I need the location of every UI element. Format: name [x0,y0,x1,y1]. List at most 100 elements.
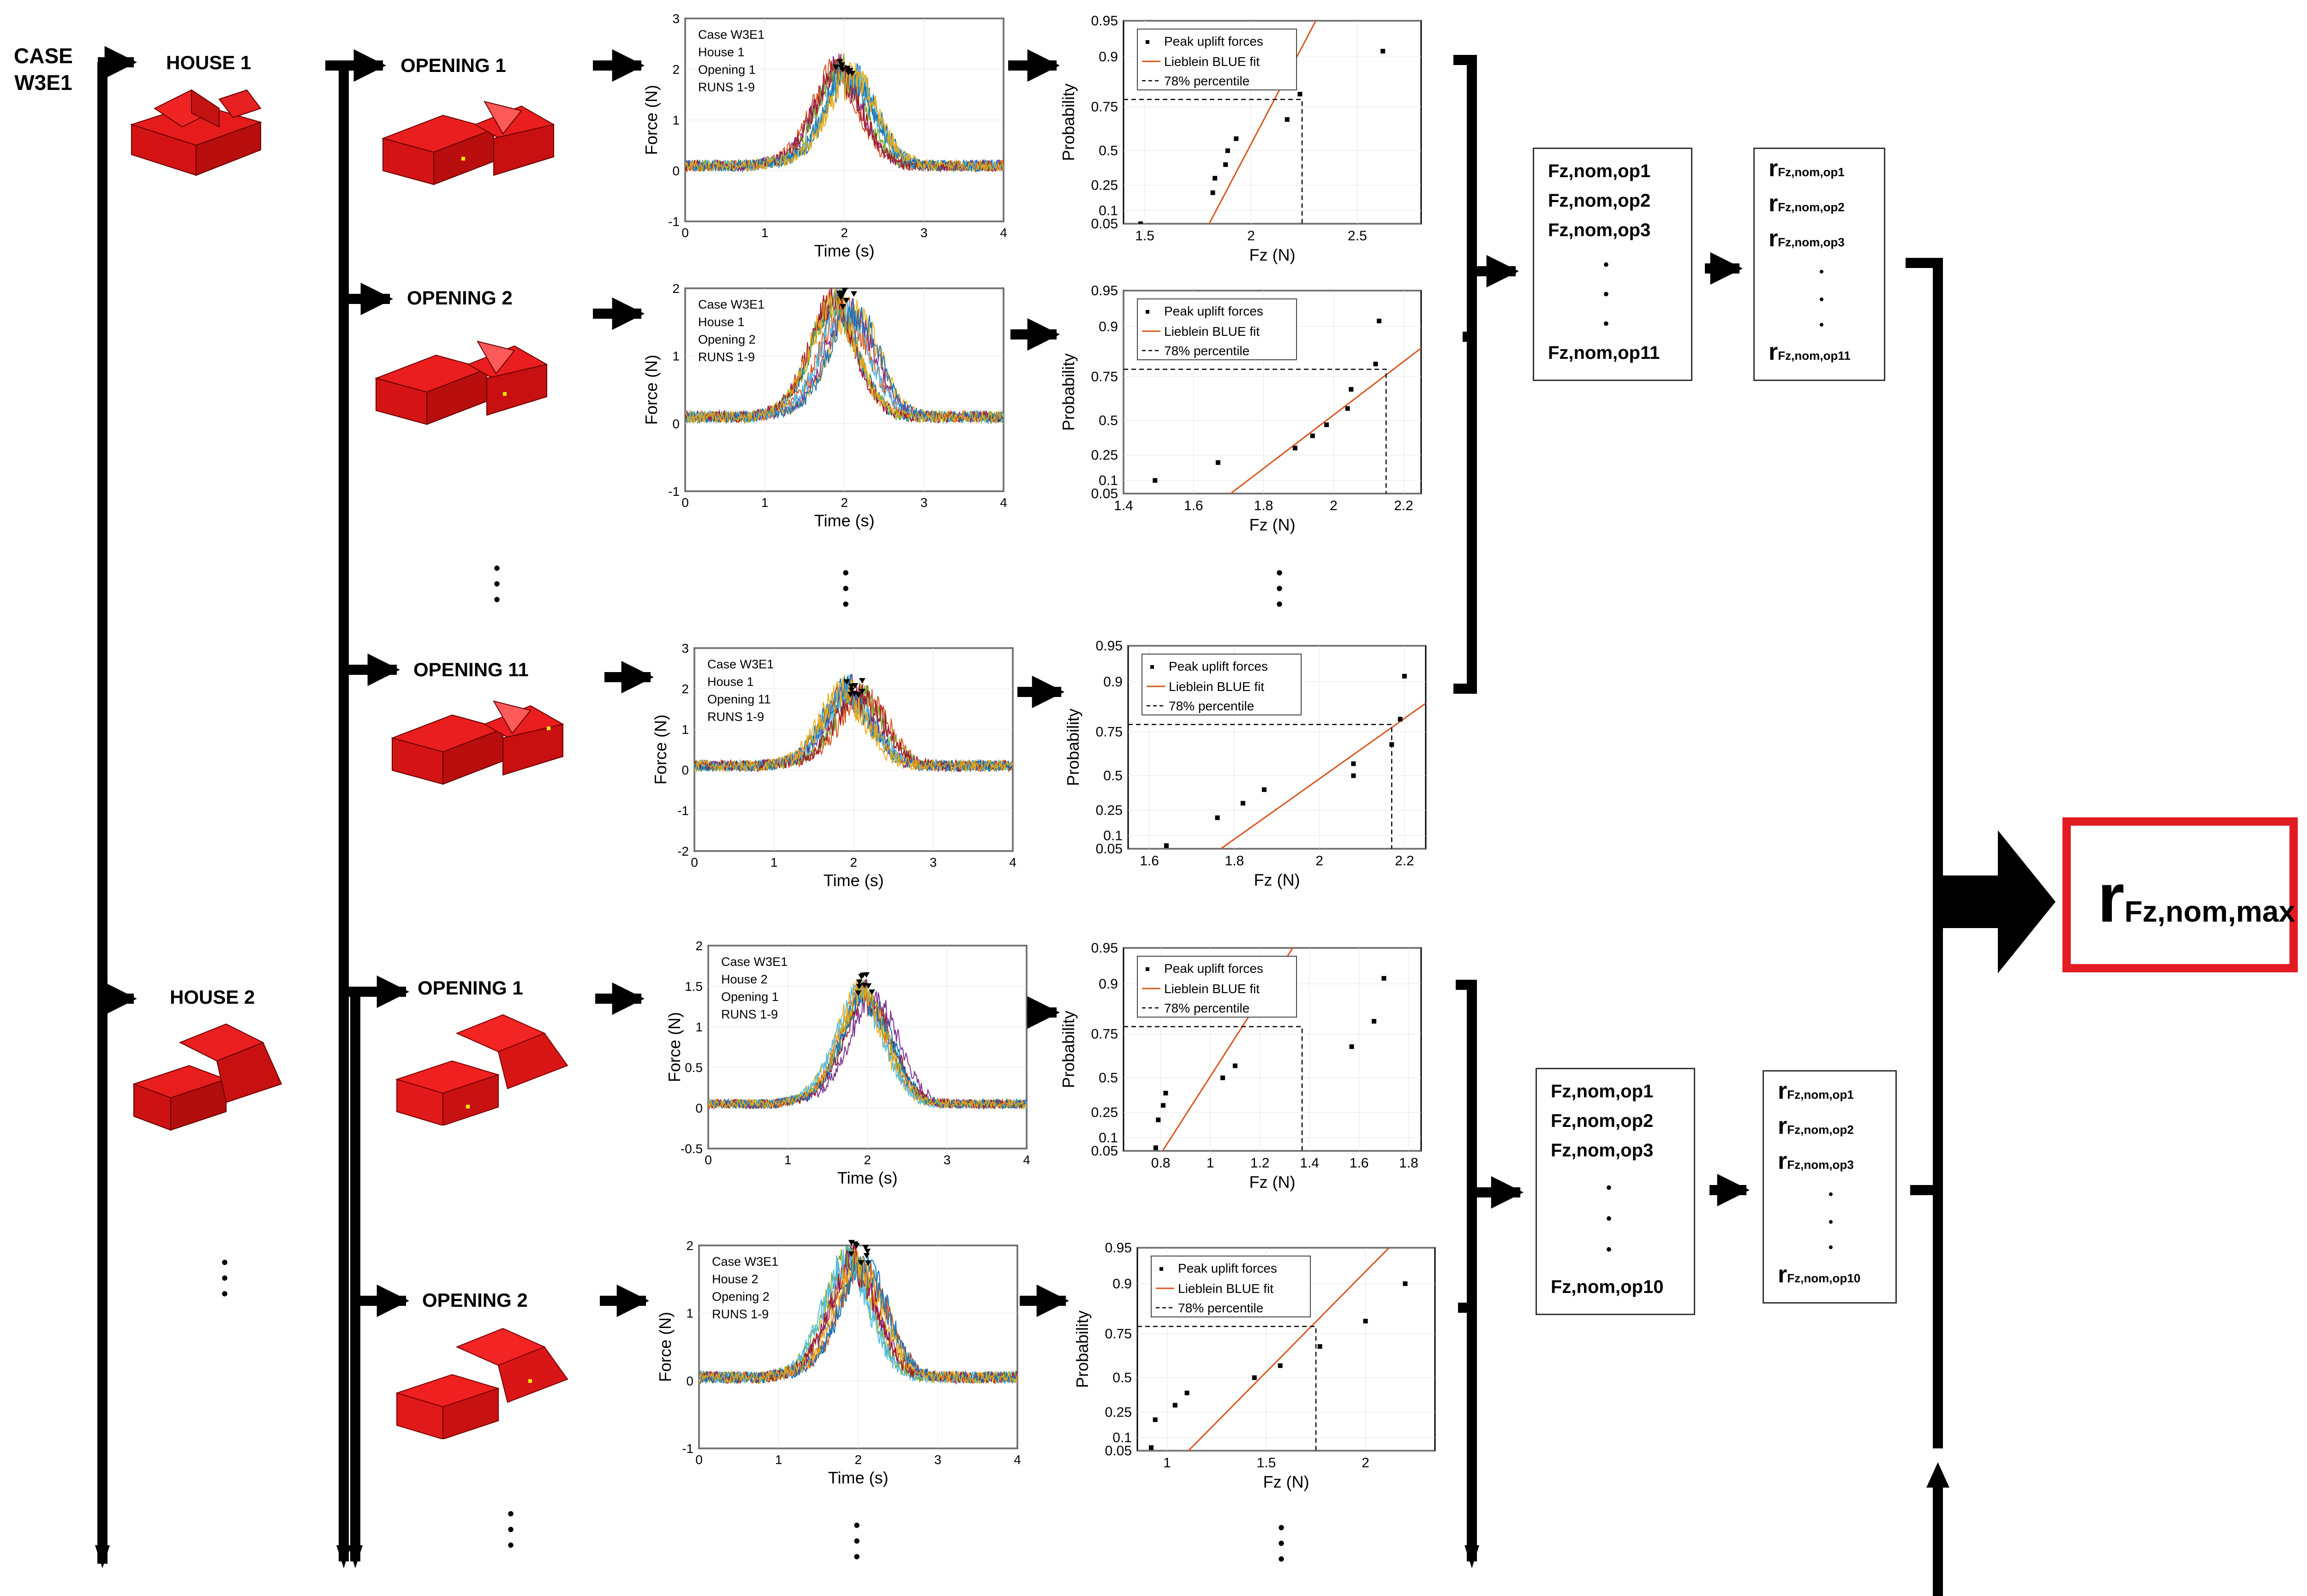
plot-caption: Case W3E1 House 2 Opening 2 RUNS 1-9 [712,1255,778,1321]
house-model-icon [395,1014,568,1126]
x-tick-label: 0 [681,495,689,510]
x-tick-label: 1.8 [1399,1155,1418,1171]
peak-force-point [1161,1103,1165,1108]
y-tick-label: 0.75 [1096,725,1123,740]
legend: Peak uplift forces Lieblein BLUE fit 78% p… [1137,956,1297,1018]
x-tick-label: 2 [1247,228,1255,244]
y-tick-label: 0 [672,164,680,178]
peak-force-point [1149,1445,1154,1450]
ellipsis-dot: • [1829,1240,1833,1254]
x-tick-label: 1 [1207,1155,1214,1171]
y-tick-label: 0.1 [1112,1430,1132,1446]
x-axis-label: Fz (N) [1249,1173,1296,1191]
peak-marker [864,1249,871,1255]
peak-force-point [1220,1075,1225,1080]
plot-caption: Case W3E1 House 1 Opening 11 RUNS 1-9 [707,657,774,724]
plot-caption: Case W3E1 House 1 Opening 1 RUNS 1-9 [698,28,765,94]
y-tick-label: 1.5 [685,979,703,994]
legend: Peak uplift forces Lieblein BLUE fit 78% p… [1137,29,1297,90]
y-tick-label: 0.05 [1091,1143,1118,1159]
legend-frame [1137,956,1297,1018]
peak-force-point [1402,673,1407,679]
y-tick-label: -1 [668,214,680,229]
y-tick-label: 0 [695,1101,703,1115]
blue-fit-line [1187,1248,1390,1451]
opening-label: OPENING 2 [407,287,513,309]
result-box: rFz,nom,max [2062,817,2298,972]
peak-force-point [1278,1363,1283,1368]
series-group [1124,318,1421,494]
y-tick-label: 0.05 [1091,216,1118,232]
x-axis-label: Time (s) [828,1468,889,1487]
y-tick-label: 0.5 [1099,143,1118,159]
peak-marker [855,692,862,698]
y-tick-label: 0.05 [1096,841,1123,857]
peak-marker [847,691,854,697]
caption-line: RUNS 1-9 [712,1307,769,1321]
y-tick-label: 1 [672,349,680,363]
probability-chart: 0.8 1 1.2 1.4 1.6 1.8 0.050.1 0.25 0.5 0.75 0.9 0.9… [1059,941,1422,1191]
legend-entry: 78% percentile [1178,1301,1263,1315]
peak-marker [848,687,855,693]
x-axis-label: Fz (N) [1263,1472,1309,1491]
legend: Peak uplift forces Lieblein BLUE fit 78% p… [1137,298,1297,360]
ellipsis-dot: • [1829,1215,1833,1229]
result-label: rFz,nom,max [2098,859,2295,936]
blue-fit-line [1219,703,1426,849]
house-model-icon [132,1023,282,1131]
x-tick-label: 1.4 [1300,1155,1319,1171]
y-tick-label: 0.5 [1112,1370,1132,1386]
peak-force-point [1215,460,1220,465]
y-tick-label: 0.75 [1091,369,1118,385]
legend: Peak uplift forces Lieblein BLUE fit 78% p… [1151,1256,1311,1317]
opening-label: OPENING 1 [418,977,523,999]
fz-item: Fz,nom,op10 [1551,1277,1664,1297]
legend-entry: Peak uplift forces [1164,304,1263,318]
x-tick-label: 4 [1000,226,1007,240]
x-tick-label: 1.8 [1254,498,1273,513]
top-bracket [1453,55,1477,694]
y-tick-label: 0.25 [1091,178,1118,193]
caption-line: Case W3E1 [698,298,765,311]
house-model-icon [390,700,564,785]
peak-force-point [1252,1375,1257,1380]
peak-force-point [1310,433,1315,438]
x-tick-label: 3 [920,226,928,240]
peak-force-point [1138,221,1143,224]
ellipsis-dots: • • • [493,558,500,610]
peak-marker [848,1251,855,1257]
r-item: rFz,nom,op3 [1778,1148,1854,1174]
caption-line: Case W3E1 [698,28,765,42]
run-series-line [708,980,1027,1110]
probability-chart: 1.4 1.6 1.8 2 2.2 0.050.1 0.25 0.5 0.75 0.9 0.95 Pe… [1059,283,1422,534]
peak-marker [838,62,845,68]
ellipsis-dot: • [1606,1210,1612,1227]
plot-caption: Case W3E1 House 1 Opening 2 RUNS 1-9 [698,298,765,364]
y-tick-label: 0.25 [1091,448,1118,463]
y-tick-label: 0.5 [1103,768,1123,784]
x-tick-label: 1.2 [1250,1155,1270,1171]
fz-item: Fz,nom,op2 [1551,1111,1654,1131]
x-tick-label: 2 [1362,1455,1369,1471]
peak-marker [862,1245,869,1251]
opening-label: OPENING 1 [400,54,506,76]
peak-marker [858,1260,865,1266]
y-tick-label: 2 [672,62,680,77]
y-tick-label: 1 [695,1020,703,1034]
caption-line: House 1 [698,315,745,329]
run-series-line [685,288,1004,424]
legend: Peak uplift forces Lieblein BLUE fit 78% p… [1142,654,1302,715]
series-group [1137,1248,1408,1451]
x-tick-label: 4 [1009,855,1016,869]
fz-item: Fz,nom,op1 [1551,1081,1654,1102]
y-tick-label: -0.5 [681,1142,703,1156]
y-axis-label: Probability [1064,709,1082,786]
peak-force-point [1317,1344,1322,1349]
series-group [708,978,1027,1110]
peak-force-point [1164,843,1169,848]
house-2-label: HOUSE 2 [170,986,255,1008]
time-history-chart: 0 1 2 3 4 -2 -1 0 1 2 3 Case W3E1 House 1 Opening 11 R… [651,641,1016,890]
peak-marker [839,67,846,73]
